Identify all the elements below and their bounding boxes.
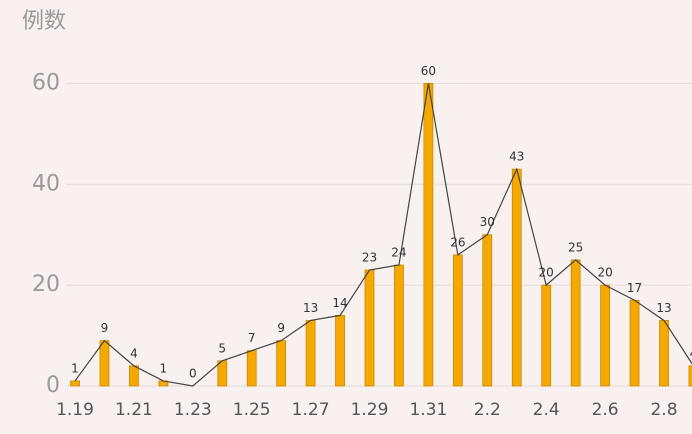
value-label: 0 [189, 367, 197, 381]
value-label: 24 [391, 245, 406, 259]
value-label: 13 [656, 301, 671, 315]
x-tick-label: 1.31 [409, 400, 447, 420]
x-tick-label: 2.6 [592, 400, 619, 420]
x-tick-label: 1.27 [292, 400, 330, 420]
bar [335, 314, 345, 387]
bar [570, 259, 581, 387]
bar [305, 320, 316, 387]
chart-title: 例数 [22, 9, 66, 34]
bar [70, 380, 80, 387]
x-tick-label: 1.29 [351, 400, 389, 420]
value-label: 60 [421, 64, 436, 78]
value-label: 17 [627, 281, 642, 295]
value-label: 43 [509, 150, 524, 164]
bar [217, 360, 228, 387]
y-tick-label: 20 [32, 272, 60, 297]
x-tick-label: 1.19 [56, 400, 94, 420]
value-label: 9 [277, 321, 285, 335]
x-tick-label: 1.21 [115, 400, 153, 420]
x-tick-label: 2.2 [474, 400, 501, 420]
bar [541, 284, 552, 387]
value-label: 14 [332, 296, 347, 310]
value-label: 30 [480, 215, 495, 229]
trend-line [74, 83, 692, 387]
y-tick-label: 0 [46, 373, 60, 398]
value-label: 1 [160, 361, 168, 375]
y-tick-label: 40 [32, 171, 60, 196]
value-label: 20 [539, 266, 554, 280]
bar [659, 320, 669, 387]
x-tick-label: 2.4 [533, 400, 560, 420]
value-label: 7 [248, 331, 256, 345]
value-label: 1 [71, 361, 79, 375]
bar [629, 299, 640, 387]
bar [452, 254, 463, 387]
bar [246, 350, 257, 387]
bar [364, 269, 375, 387]
bar [99, 340, 110, 387]
bar [423, 83, 434, 387]
value-label: 23 [362, 251, 377, 265]
value-label: 26 [450, 235, 465, 249]
bar [688, 365, 692, 387]
value-label: 5 [218, 341, 226, 355]
value-label: 20 [597, 266, 612, 280]
bar [600, 284, 610, 387]
value-label: 9 [101, 321, 109, 335]
value-label: 4 [130, 346, 138, 360]
y-tick-label: 60 [32, 70, 60, 95]
bar [394, 264, 404, 387]
bar [128, 365, 139, 387]
x-tick-label: 1.25 [233, 400, 271, 420]
value-label: 4 [690, 346, 692, 360]
value-label: 13 [303, 301, 318, 315]
value-label: 25 [568, 240, 583, 254]
bar [276, 340, 287, 387]
x-tick-label: 2.8 [650, 400, 677, 420]
x-tick-label: 1.23 [174, 400, 212, 420]
bar [511, 168, 522, 387]
bar [482, 234, 493, 387]
